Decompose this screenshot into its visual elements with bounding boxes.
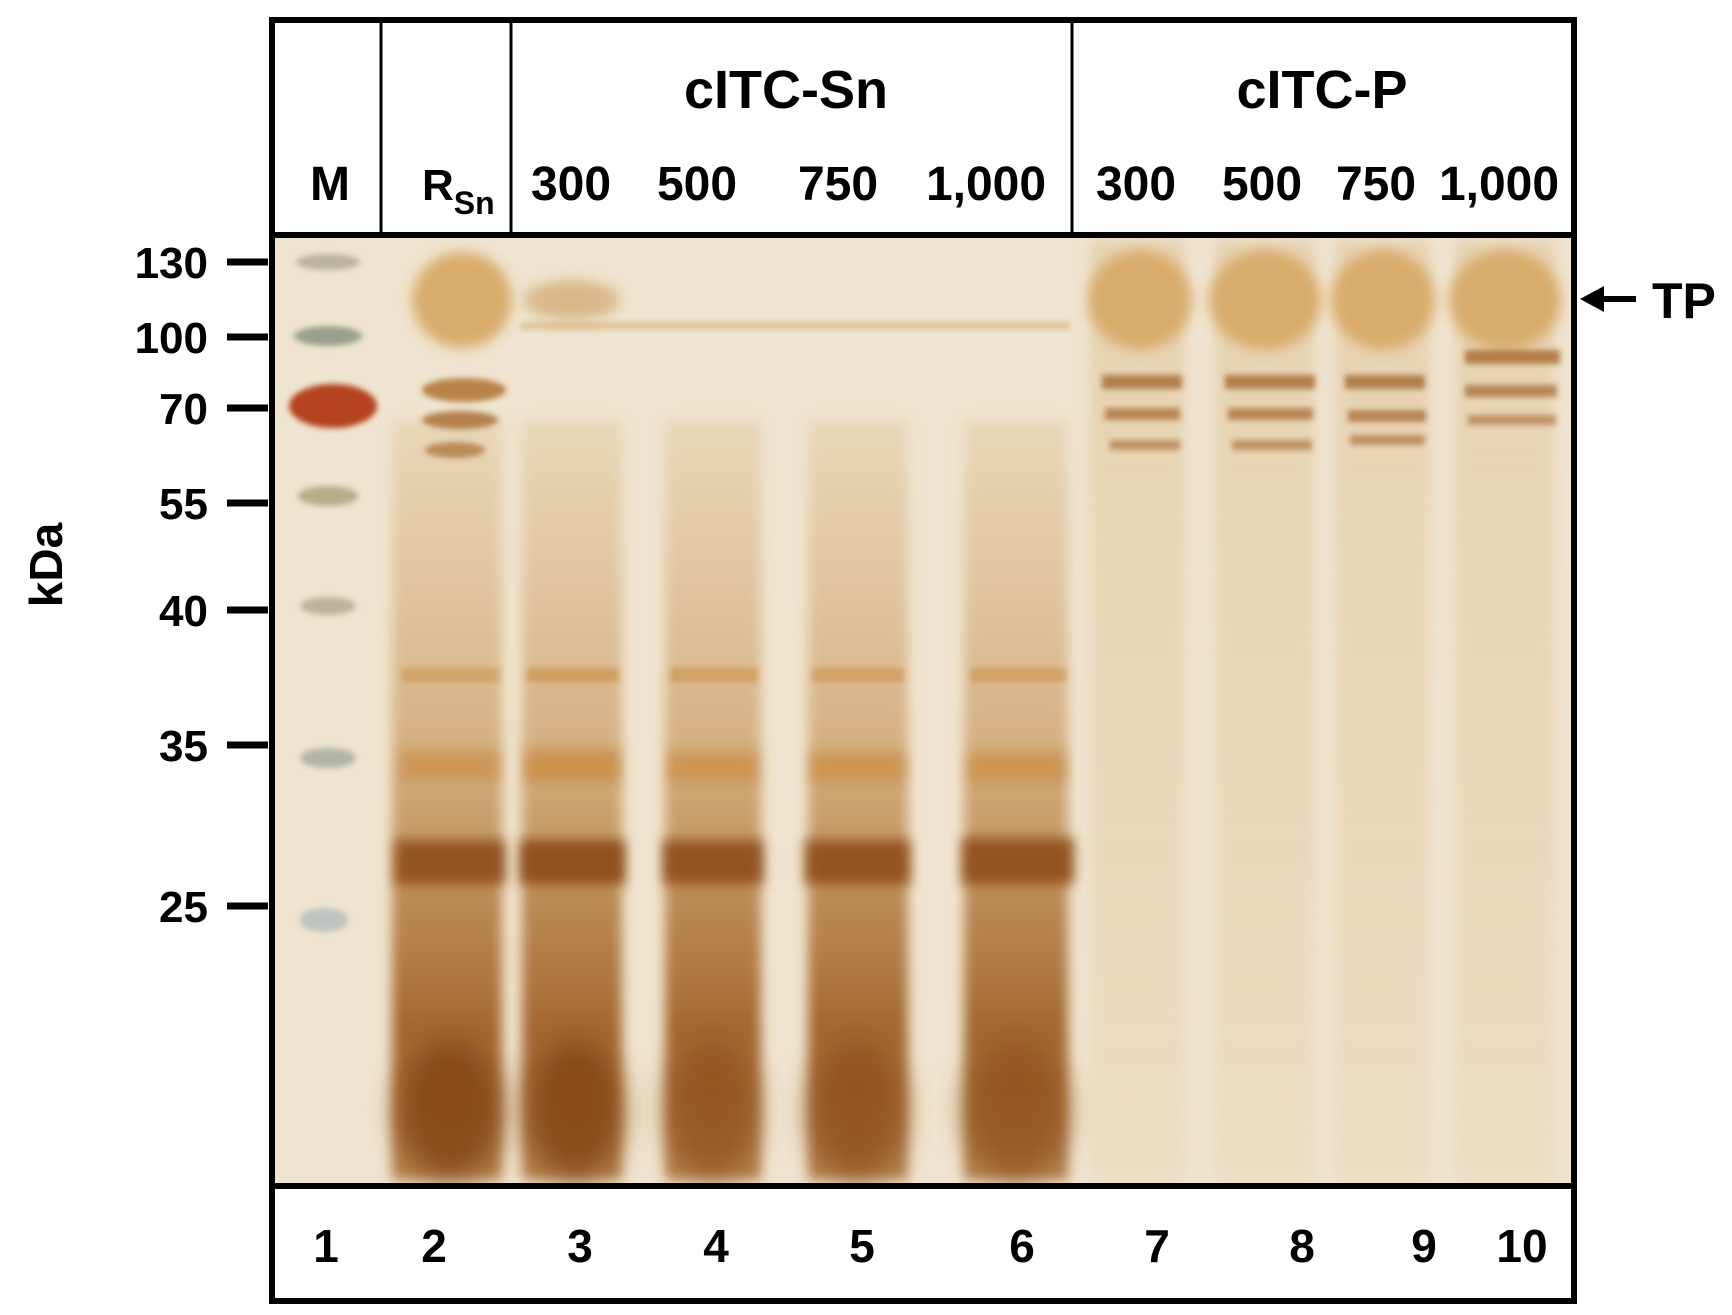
lane-header-1: M (310, 158, 350, 211)
sn-lanes-band-100-faint (520, 322, 1070, 330)
lane-number-4: 4 (703, 1220, 729, 1272)
lane-8-band-top (1209, 250, 1321, 350)
lane-number-9: 9 (1411, 1220, 1437, 1272)
lane-9-band-80 (1345, 375, 1425, 389)
lane-5-band-37 (812, 668, 904, 682)
mw-label-55: 55 (159, 480, 208, 529)
lane-header-2: RSn (422, 161, 495, 221)
lane-7-body (1090, 240, 1185, 1180)
lane-number-5: 5 (849, 1220, 875, 1272)
mw-label-40: 40 (159, 587, 208, 636)
lane-7-band-65 (1110, 440, 1180, 450)
lane-2-band-top (412, 252, 512, 348)
lane-6-band-28 (962, 838, 1074, 884)
lane-10-band-68 (1468, 415, 1556, 425)
lane-6-smear-bottom (964, 1040, 1068, 1180)
mw-label-130: 130 (135, 239, 208, 288)
lane-header-6: 1,000 (926, 158, 1046, 211)
lane-number-10: 10 (1496, 1220, 1547, 1272)
lane-header-3: 300 (531, 158, 611, 211)
lane-10-band-75 (1465, 385, 1557, 397)
lane-9-band-70 (1348, 410, 1426, 422)
lane-2-band-33 (400, 750, 500, 780)
mw-unit-label: kDa (20, 522, 72, 607)
lane-5-band-33 (810, 752, 905, 782)
lane-5-smear-bottom (809, 1040, 905, 1180)
lane-8-band-70 (1228, 408, 1313, 420)
lane-3-band-28 (520, 840, 625, 884)
lane-6-band-37 (970, 668, 1066, 682)
lane-2-band-65 (425, 442, 485, 458)
lane-header-10: 1,000 (1439, 158, 1559, 211)
lane-header-8: 500 (1222, 158, 1302, 211)
marker-band-40 (300, 597, 356, 615)
lane-10-band-top (1449, 250, 1561, 350)
tp-label: TP (1652, 273, 1716, 329)
tp-annotation: TP (1580, 273, 1716, 329)
lane-8-band-65 (1232, 440, 1312, 450)
marker-band-100 (294, 326, 362, 346)
lane-4-band-33 (668, 752, 758, 782)
lane-4-band-37 (670, 668, 758, 682)
mw-label-100: 100 (135, 314, 208, 363)
lane-5-band-28 (805, 840, 910, 884)
lane-4-smear-bottom (666, 1040, 758, 1180)
p-lanes (1088, 240, 1561, 1180)
lane-number-3: 3 (567, 1220, 593, 1272)
lane-header-4: 500 (657, 158, 737, 211)
lane-3-band-37 (527, 668, 619, 682)
lane-2-smear-bottom (398, 1040, 502, 1180)
group-label-citc-p: cITC-P (1236, 60, 1407, 120)
lane-header-9: 750 (1336, 158, 1416, 211)
mw-label-70: 70 (159, 385, 208, 434)
header-box (269, 17, 1577, 238)
footer-box (269, 1183, 1577, 1304)
tp-arrow-head (1580, 286, 1604, 312)
marker-band-25 (300, 908, 348, 932)
lane-header-5: 750 (798, 158, 878, 211)
marker-ladder (289, 254, 377, 932)
lane-9-band-top (1331, 250, 1435, 350)
mw-label-35: 35 (159, 722, 208, 771)
gel-image (275, 238, 1571, 1183)
mw-axis: 130 100 70 55 40 35 25 kDa (20, 239, 268, 932)
lane-number-1: 1 (313, 1220, 339, 1272)
lane-7-band-top (1088, 250, 1192, 350)
lane-number-2: 2 (421, 1220, 447, 1272)
lane-9-band-65 (1350, 435, 1425, 445)
lane-7-band-80 (1102, 375, 1182, 389)
lane-number-6: 6 (1009, 1220, 1035, 1272)
marker-band-130 (296, 254, 360, 270)
lane-3-band-100 (524, 280, 620, 320)
lane-8-band-80 (1225, 375, 1315, 389)
lane-2-band-28 (395, 840, 505, 884)
lane-header-7: 300 (1096, 158, 1176, 211)
lane-8-body (1215, 240, 1315, 1180)
sn-lanes (392, 252, 1074, 1180)
lane-2-band-70 (422, 411, 498, 429)
lane-number-8: 8 (1289, 1220, 1315, 1272)
mw-label-25: 25 (159, 883, 208, 932)
lane-3-smear-bottom (527, 1040, 623, 1180)
lane-9-body (1335, 240, 1430, 1180)
rsn-subscript: Sn (454, 185, 495, 221)
group-label-citc-sn: cITC-Sn (684, 60, 888, 120)
marker-band-70 (289, 384, 377, 428)
marker-band-35 (300, 748, 356, 768)
lane-7-band-70 (1105, 408, 1180, 420)
marker-band-55 (298, 486, 358, 506)
lane-number-7: 7 (1144, 1220, 1170, 1272)
lane-10-body (1455, 240, 1555, 1180)
lane-10-band-85 (1465, 350, 1560, 364)
lane-6-band-33 (968, 752, 1066, 782)
lane-2-band-80 (422, 378, 506, 402)
lane-2-band-37 (402, 668, 500, 682)
lane-3-band-33 (525, 750, 620, 782)
lane-4-band-28 (663, 840, 763, 884)
